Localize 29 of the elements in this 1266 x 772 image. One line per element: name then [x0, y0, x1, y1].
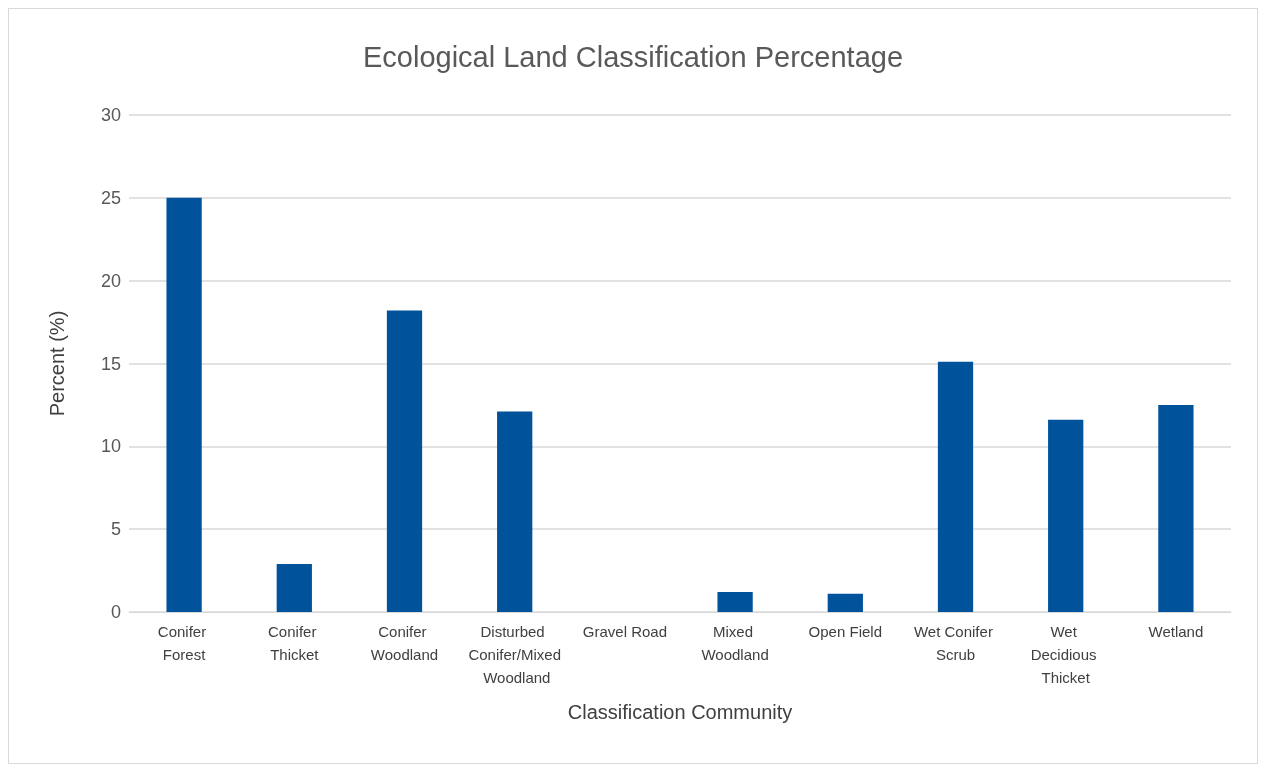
- x-tick-label: Mixed Woodland: [701, 623, 769, 663]
- bar: [276, 563, 312, 612]
- x-tick-label: Wetland: [1148, 623, 1204, 640]
- x-tick-label: Wet Decidious Thicket: [1030, 623, 1101, 686]
- bar: [937, 361, 974, 612]
- y-tick-label: 0: [110, 602, 121, 622]
- y-tick-label: 20: [100, 270, 121, 291]
- bar: [166, 197, 202, 612]
- x-tick-label: Gravel Road: [582, 623, 668, 640]
- x-tick-label: Open Field: [808, 623, 882, 640]
- bar: [827, 593, 863, 612]
- chart-title: Ecological Land Classification Percentage: [362, 40, 904, 73]
- y-tick-label: 30: [100, 105, 121, 125]
- y-tick-label: 25: [100, 187, 121, 208]
- x-tick-label: Conifer Woodland: [370, 623, 439, 663]
- x-tick-label: Conifer Thicket: [268, 623, 321, 663]
- bar: [717, 592, 753, 612]
- y-tick-label: 5: [110, 519, 121, 540]
- x-tick-label: Wet Conifer Scrub: [913, 623, 998, 663]
- bar: [1048, 419, 1084, 612]
- bar: [386, 310, 423, 612]
- x-tick-label: Conifer Forest: [157, 623, 211, 663]
- bar: [1158, 404, 1194, 612]
- bar: [497, 411, 533, 612]
- x-tick-label: Disturbed Conifer/Mixed Woodland: [468, 623, 561, 686]
- y-tick-label: 15: [100, 353, 121, 374]
- x-axis-title: Classification Community: [567, 701, 793, 723]
- y-tick-label: 10: [100, 436, 121, 457]
- y-axis-title: Percent (%): [46, 310, 68, 417]
